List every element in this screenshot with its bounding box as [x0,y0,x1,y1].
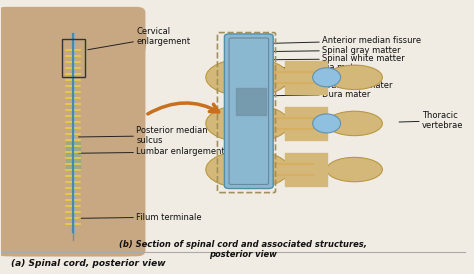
Ellipse shape [327,65,383,90]
Text: Nerve roots: Nerve roots [283,72,371,81]
Ellipse shape [0,23,54,115]
Bar [62,39,85,77]
Text: Arachnoid mater: Arachnoid mater [271,81,392,90]
Text: Dura mater: Dura mater [271,90,370,99]
Ellipse shape [327,111,383,136]
Text: Filum terminale: Filum terminale [79,213,202,221]
FancyBboxPatch shape [224,34,273,189]
Ellipse shape [206,58,290,96]
Text: Anterior median fissure: Anterior median fissure [271,36,421,45]
Text: Spinal white matter: Spinal white matter [271,54,405,63]
FancyArrowPatch shape [148,103,219,114]
Ellipse shape [206,104,290,142]
FancyBboxPatch shape [0,7,146,256]
Text: (b) Section of spinal cord and associated structures,
posterior view: (b) Section of spinal cord and associate… [119,240,367,259]
Ellipse shape [206,150,290,189]
Text: Lumbar enlargement: Lumbar enlargement [79,147,225,156]
Ellipse shape [313,68,340,87]
Ellipse shape [327,157,383,182]
FancyBboxPatch shape [53,15,90,53]
Text: Thoracic
vertebrae: Thoracic vertebrae [399,111,464,130]
Ellipse shape [88,23,147,115]
Text: Spinal gray matter: Spinal gray matter [271,46,401,55]
Ellipse shape [313,114,340,133]
Text: Cervical
enlargement: Cervical enlargement [88,27,190,50]
FancyBboxPatch shape [6,186,136,256]
Text: Posterior median
sulcus: Posterior median sulcus [79,126,208,145]
Text: Pia mater: Pia mater [271,62,362,72]
Text: (a) Spinal cord, posterior view: (a) Spinal cord, posterior view [11,259,165,268]
